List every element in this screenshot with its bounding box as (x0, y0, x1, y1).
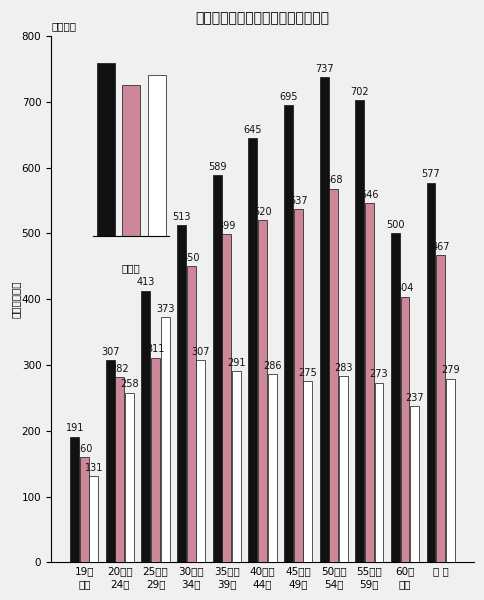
Text: 404: 404 (395, 283, 413, 293)
Text: 467: 467 (430, 242, 449, 252)
Bar (212, 175, 221, 562)
Text: 373: 373 (156, 304, 174, 314)
Text: 275: 275 (298, 368, 317, 378)
Text: 645: 645 (243, 125, 261, 134)
Text: 273: 273 (369, 370, 388, 379)
Text: 546: 546 (359, 190, 378, 200)
Bar (329, 188, 337, 562)
Text: 307: 307 (101, 347, 120, 357)
Bar (293, 209, 302, 562)
Bar (409, 406, 418, 562)
Bar (364, 203, 373, 562)
Text: 577: 577 (421, 169, 439, 179)
Bar (222, 234, 231, 562)
Text: 695: 695 (279, 92, 297, 102)
Text: 499: 499 (217, 221, 236, 231)
Bar (445, 379, 454, 562)
Text: 237: 237 (405, 393, 423, 403)
Text: 413: 413 (136, 277, 155, 287)
Bar (374, 383, 383, 562)
Text: 282: 282 (110, 364, 129, 374)
Bar (248, 138, 257, 562)
Bar (141, 290, 150, 562)
Bar (186, 266, 195, 562)
Text: 500: 500 (385, 220, 404, 230)
Y-axis label: （平均給与）: （平均給与） (11, 280, 21, 318)
Bar (70, 437, 79, 562)
Bar (177, 225, 186, 562)
Text: （万円）: （万円） (51, 21, 76, 31)
Text: 291: 291 (227, 358, 245, 368)
Bar (196, 361, 205, 562)
Text: 520: 520 (253, 207, 271, 217)
Bar (89, 476, 98, 562)
Text: 286: 286 (262, 361, 281, 371)
Text: 513: 513 (172, 212, 190, 221)
Text: 702: 702 (349, 87, 368, 97)
Bar (257, 220, 266, 562)
Text: 131: 131 (85, 463, 103, 473)
Text: 307: 307 (191, 347, 210, 357)
Bar (106, 361, 115, 562)
Bar (125, 392, 134, 562)
Text: 279: 279 (440, 365, 458, 376)
Bar (80, 457, 89, 562)
Bar (425, 183, 435, 562)
Bar (338, 376, 347, 562)
Bar (267, 374, 276, 562)
Text: 568: 568 (324, 175, 342, 185)
Bar (355, 100, 363, 562)
Bar (231, 371, 241, 562)
Bar (284, 105, 292, 562)
Text: 311: 311 (146, 344, 165, 355)
Bar (115, 377, 124, 562)
Text: 537: 537 (288, 196, 307, 206)
Bar (390, 233, 399, 562)
Bar (302, 382, 312, 562)
Bar (151, 358, 160, 562)
Bar (435, 255, 444, 562)
Bar (319, 77, 328, 562)
Text: 160: 160 (75, 444, 93, 454)
Title: （第１２図）年齢階層別の平均年齢: （第１２図）年齢階層別の平均年齢 (195, 11, 329, 25)
Bar (400, 296, 408, 562)
Bar (160, 317, 169, 562)
Text: 283: 283 (333, 363, 352, 373)
Text: 191: 191 (65, 424, 84, 433)
Text: 450: 450 (182, 253, 200, 263)
Text: 737: 737 (314, 64, 333, 74)
Text: 589: 589 (208, 161, 226, 172)
Text: 258: 258 (120, 379, 138, 389)
